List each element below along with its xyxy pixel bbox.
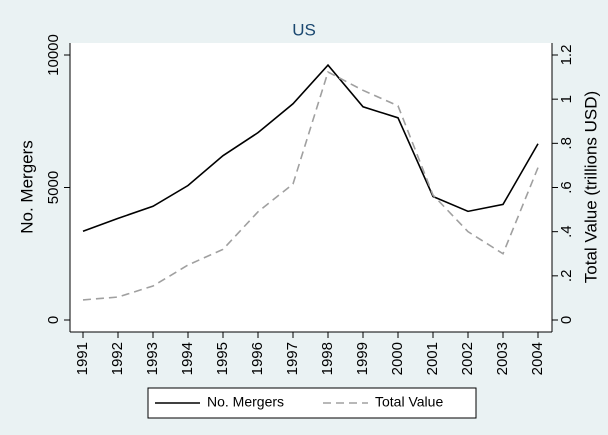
- legend: [147, 387, 477, 419]
- chart-title: US: [292, 20, 316, 39]
- legend-label: No. Mergers: [207, 394, 284, 410]
- x-tick-label: 2004: [529, 342, 546, 375]
- series-line: [82, 70, 539, 301]
- x-tick-label: 2000: [389, 342, 406, 375]
- x-tick-label: 1994: [179, 342, 196, 375]
- x-tick-label: 1998: [319, 342, 336, 375]
- series-line: [82, 63, 539, 232]
- plot-area: [70, 43, 552, 332]
- y-tick-label: 5000: [45, 171, 62, 204]
- y-axis-title: No. Mergers: [17, 140, 36, 234]
- y2-tick-label: .4: [558, 225, 575, 238]
- x-tick-label: 1997: [284, 342, 301, 375]
- y-tick-label: 0: [45, 316, 62, 324]
- y2-tick-label: 1: [558, 95, 575, 103]
- y2-tick-label: .2: [558, 270, 575, 283]
- y2-tick-label: 1.2: [558, 45, 575, 66]
- y2-tick-label: .8: [558, 137, 575, 150]
- x-tick-label: 2002: [459, 342, 476, 375]
- y-tick-label: 10000: [45, 34, 62, 76]
- y2-tick-label: 0: [558, 316, 575, 324]
- x-tick-label: 1999: [354, 342, 371, 375]
- x-tick-label: 1992: [109, 342, 126, 375]
- y2-tick-label: .6: [558, 181, 575, 194]
- x-tick-label: 1993: [144, 342, 161, 375]
- x-tick-label: 2003: [494, 342, 511, 375]
- y2-axis-title: Total Value (trillions USD): [581, 91, 600, 283]
- x-tick-label: 1996: [249, 342, 266, 375]
- legend-label: Total Value: [375, 394, 443, 410]
- x-tick-label: 1991: [74, 342, 91, 375]
- x-tick-label: 2001: [424, 342, 441, 375]
- x-tick-label: 1995: [214, 342, 231, 375]
